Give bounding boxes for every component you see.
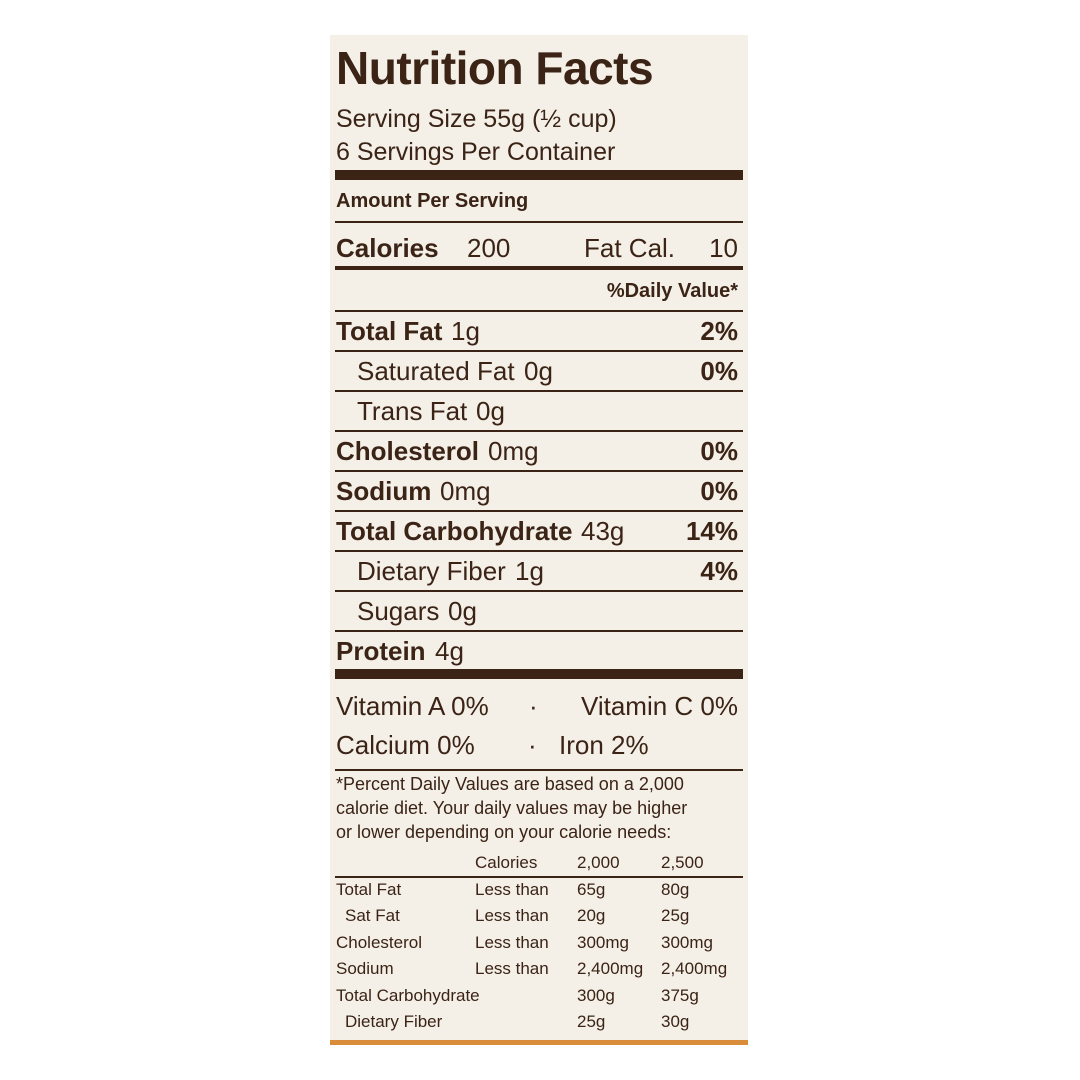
table-cell: 25g [661, 906, 690, 926]
separator: · [528, 730, 537, 760]
daily-value-header: %Daily Value* [606, 280, 738, 302]
nutrient-name: Total Fat [336, 316, 443, 346]
table-cell: 25g [577, 1012, 606, 1031]
table-row-label: Cholesterol [336, 932, 422, 952]
table-cell: Less than [475, 880, 549, 899]
rule [335, 876, 743, 878]
rule [335, 390, 743, 392]
nutrient-amount: 0mg [440, 476, 491, 506]
daily-value: 0% [700, 356, 738, 386]
table-header: Calories [475, 853, 538, 872]
rule [335, 550, 743, 552]
daily-value: 0% [700, 436, 738, 466]
fat-calories-value: 10 [709, 233, 738, 263]
table-cell: 30g [661, 1012, 690, 1031]
nutrient-name: Cholesterol [336, 436, 480, 466]
rule [335, 310, 743, 312]
package-edge [330, 1040, 748, 1045]
nutrient-amount: 1g [515, 556, 544, 586]
medium-rule [335, 266, 743, 270]
table-header: 2,000 [577, 853, 620, 872]
thick-rule [335, 669, 743, 679]
table-cell: 80g [661, 880, 690, 899]
amount-per-serving: Amount Per Serving [336, 190, 529, 212]
table-cell: 375g [661, 985, 699, 1005]
sub-nutrient-name: Dietary Fiber [357, 556, 506, 586]
table-cell: 300mg [577, 932, 629, 952]
table-row-label: Dietary Fiber [345, 1012, 443, 1031]
servings: 6 Servings Per Container [336, 138, 616, 166]
nutrient-name: Protein [336, 636, 426, 666]
nutrient-amount: 0mg [488, 436, 539, 466]
table-cell: 20g [577, 906, 606, 926]
rule [335, 470, 743, 472]
vitamin: Vitamin A 0% [336, 691, 489, 721]
thick-rule [335, 170, 743, 180]
rule [335, 630, 743, 632]
fat-calories-label: Fat Cal. [584, 233, 676, 263]
vitamin: Iron 2% [559, 730, 649, 760]
rule [335, 221, 743, 223]
daily-value: 4% [700, 556, 738, 586]
separator: · [529, 691, 538, 721]
sub-nutrient-name: Sugars [357, 596, 440, 626]
nutrient-amount: 0g [448, 596, 477, 626]
table-row-label: Sat Fat [345, 906, 400, 926]
table-cell: 65g [577, 880, 606, 899]
footnote-line: or lower depending on your calorie needs… [336, 822, 672, 842]
table-row-label: Total Fat [336, 880, 402, 899]
table-cell: 300g [577, 985, 615, 1005]
footnote-line: *Percent Daily Values are based on a 2,0… [336, 774, 684, 794]
nutrient-name: Total Carbohydrate [336, 516, 573, 546]
nutrient-amount: 1g [451, 316, 480, 346]
rule [335, 769, 743, 771]
nutrient-name: Sodium [336, 476, 432, 506]
table-cell: 2,400mg [577, 959, 644, 979]
nutrition-label: Nutrition Facts Serving Size 55g (½ cup)… [330, 35, 748, 1040]
rule [335, 590, 743, 592]
table-cell: 2,400mg [661, 959, 728, 979]
table-row-label: Sodium [336, 959, 394, 979]
table-cell: 300mg [661, 932, 713, 952]
rule [335, 510, 743, 512]
daily-value: 0% [700, 476, 738, 506]
nutrient-amount: 0g [476, 396, 505, 426]
rule [335, 430, 743, 432]
vitamin: Vitamin C 0% [580, 691, 738, 721]
footnote-line: calorie diet. Your daily values may be h… [336, 798, 688, 818]
rule [335, 350, 743, 352]
daily-value: 14% [685, 516, 738, 546]
nutrient-amount: 43g [581, 516, 625, 546]
nutrient-amount: 4g [435, 636, 464, 666]
table-header: 2,500 [661, 853, 704, 872]
calories-label: Calories [336, 233, 439, 263]
table-cell: Less than [475, 932, 549, 952]
vitamin: Calcium 0% [336, 730, 475, 760]
daily-value: 2% [700, 316, 738, 346]
table-cell: Less than [475, 906, 549, 926]
nutrient-amount: 0g [524, 356, 553, 386]
sub-nutrient-name: Trans Fat [357, 396, 468, 426]
title: Nutrition Facts [336, 42, 654, 94]
table-row-label: Total Carbohydrate [336, 985, 480, 1005]
table-cell: Less than [475, 959, 549, 979]
sub-nutrient-name: Saturated Fat [357, 356, 515, 386]
serving-size: Serving Size 55g (½ cup) [336, 105, 617, 133]
calories-value: 200 [467, 233, 511, 263]
